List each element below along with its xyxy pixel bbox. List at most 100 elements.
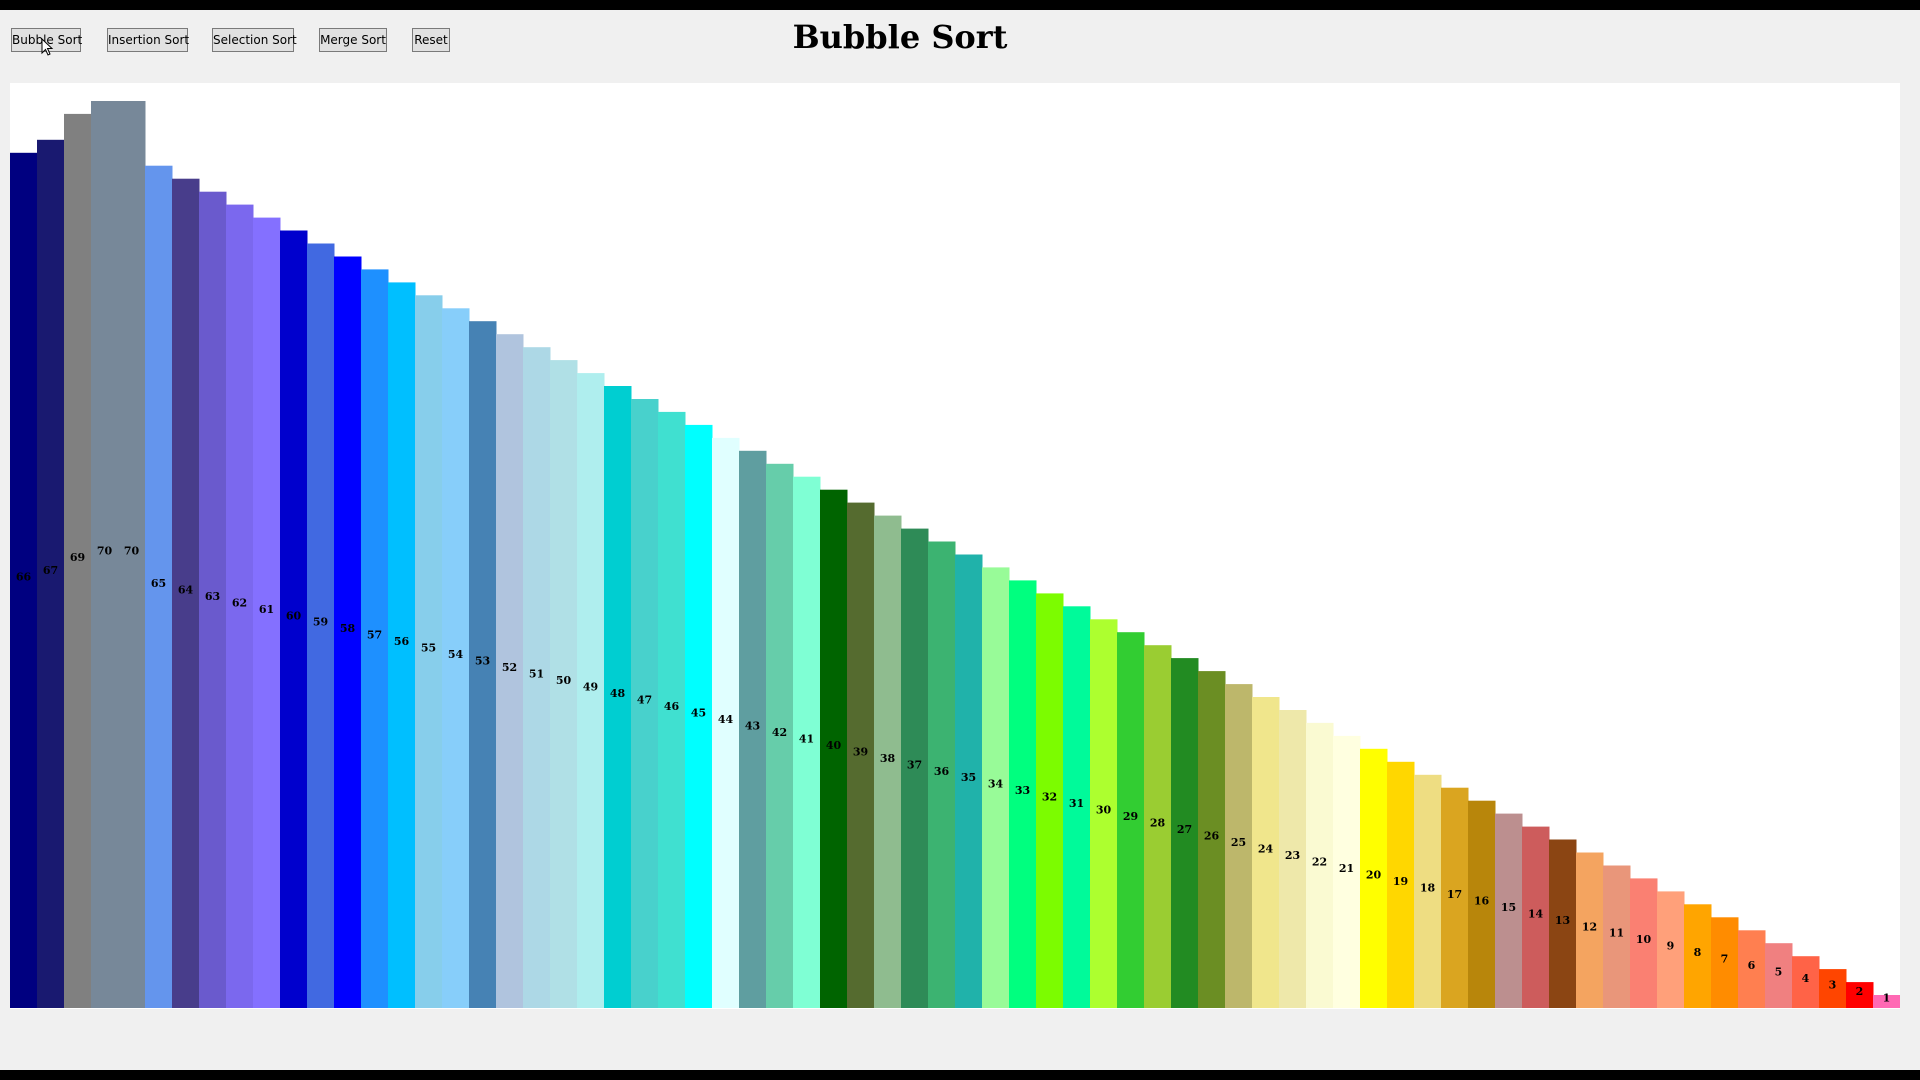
bar-9 (226, 204, 254, 1009)
bar-label-45: 26 (1204, 830, 1220, 843)
bar-60 (1603, 865, 1631, 1008)
bar-label-55: 16 (1474, 894, 1490, 907)
bar-label-17: 54 (448, 648, 464, 661)
bar-label-51: 20 (1366, 868, 1382, 881)
bar-label-70: 1 (1883, 992, 1891, 1005)
bar-17 (442, 308, 470, 1008)
window-bottom-border (0, 1070, 1920, 1080)
bar-label-41: 30 (1096, 804, 1112, 817)
bar-label-5: 70 (124, 545, 140, 558)
bar-4 (91, 101, 119, 1008)
reset-button[interactable]: Reset (412, 28, 450, 52)
bar-label-46: 25 (1231, 836, 1246, 849)
bar-label-20: 51 (529, 668, 544, 681)
bar-label-39: 32 (1042, 791, 1057, 804)
bar-label-40: 31 (1069, 797, 1084, 810)
bar-46 (1225, 684, 1253, 1008)
bar-label-28: 43 (745, 719, 760, 732)
bar-label-48: 23 (1285, 849, 1300, 862)
selection-sort-button[interactable]: Selection Sort (212, 28, 297, 52)
bar-11 (280, 230, 308, 1008)
bar-label-56: 15 (1501, 901, 1516, 914)
bar-label-18: 53 (475, 655, 490, 668)
bar-23 (604, 386, 632, 1008)
bar-label-32: 39 (853, 745, 868, 758)
bar-48 (1279, 710, 1307, 1008)
bar-1 (10, 152, 38, 1009)
bar-label-64: 7 (1721, 953, 1729, 966)
bar-20 (523, 347, 551, 1008)
bar-34 (901, 528, 929, 1008)
bar-label-50: 21 (1339, 862, 1354, 875)
bar-label-22: 49 (583, 681, 598, 694)
bar-44 (1171, 658, 1199, 1008)
bars-group (10, 101, 1900, 1009)
bar-66 (1765, 943, 1793, 1008)
bar-54 (1441, 787, 1469, 1008)
bar-37 (982, 567, 1010, 1008)
bar-68 (1819, 969, 1847, 1008)
bar-13 (334, 256, 362, 1008)
bar-label-37: 34 (988, 778, 1004, 791)
bar-label-2: 67 (43, 564, 58, 577)
bar-50 (1333, 735, 1361, 1008)
bar-label-24: 47 (637, 694, 652, 707)
bar-label-11: 60 (286, 609, 302, 622)
bar-58 (1549, 839, 1577, 1008)
bar-63 (1684, 904, 1712, 1008)
bar-label-62: 9 (1667, 940, 1675, 953)
bar-label-7: 64 (178, 583, 194, 596)
bar-label-58: 13 (1555, 914, 1570, 927)
bar-label-34: 37 (907, 758, 922, 771)
bar-35 (928, 541, 956, 1008)
bar-label-29: 42 (772, 726, 787, 739)
bar-33 (874, 515, 902, 1008)
bar-label-57: 14 (1528, 907, 1544, 920)
bar-label-47: 24 (1258, 843, 1274, 856)
bar-64 (1711, 917, 1739, 1008)
bar-21 (550, 360, 578, 1009)
bar-label-23: 48 (610, 687, 626, 700)
bar-41 (1090, 619, 1118, 1008)
bar-label-59: 12 (1582, 920, 1597, 933)
bar-5 (118, 101, 146, 1008)
bar-16 (415, 295, 443, 1008)
bar-2 (37, 139, 65, 1009)
bar-39 (1036, 593, 1064, 1008)
bar-label-31: 40 (826, 739, 842, 752)
bar-label-65: 6 (1748, 959, 1756, 972)
bar-label-42: 29 (1123, 810, 1138, 823)
insertion-sort-button[interactable]: Insertion Sort (107, 28, 189, 52)
bar-51 (1360, 748, 1388, 1008)
bar-label-68: 3 (1829, 979, 1837, 992)
bar-3 (64, 113, 92, 1008)
bar-label-26: 45 (691, 707, 706, 720)
bar-label-67: 4 (1802, 972, 1810, 985)
bar-70 (1873, 995, 1900, 1008)
bar-61 (1630, 878, 1658, 1008)
window-top-border (0, 0, 1920, 10)
bar-label-21: 50 (556, 674, 572, 687)
bar-25 (658, 411, 686, 1008)
bar-15 (388, 282, 416, 1008)
bar-47 (1252, 697, 1280, 1008)
bar-52 (1387, 761, 1415, 1008)
bar-53 (1414, 774, 1442, 1008)
bar-7 (172, 178, 200, 1008)
bar-label-6: 65 (151, 577, 166, 590)
bar-label-66: 5 (1775, 966, 1783, 979)
bar-43 (1144, 645, 1172, 1008)
bar-label-35: 36 (934, 765, 950, 778)
bar-label-9: 62 (232, 596, 247, 609)
bar-30 (793, 476, 821, 1008)
bar-label-8: 63 (205, 590, 220, 603)
bar-36 (955, 554, 983, 1008)
merge-sort-button[interactable]: Merge Sort (319, 28, 387, 52)
bar-24 (631, 399, 659, 1008)
bar-label-38: 33 (1015, 784, 1030, 797)
bar-8 (199, 191, 227, 1008)
bar-26 (685, 424, 713, 1008)
bar-10 (253, 217, 281, 1009)
